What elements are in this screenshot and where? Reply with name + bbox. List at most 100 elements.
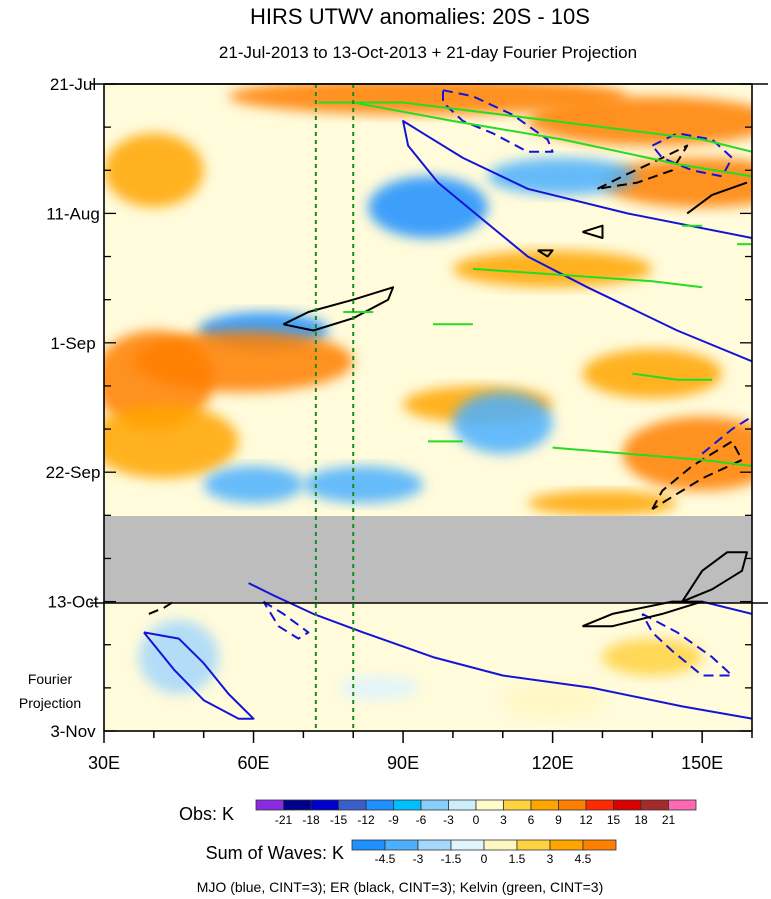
wave-contour: [552, 446, 752, 467]
missing-data-band: [104, 516, 752, 603]
y-tick-label: 3-Nov: [50, 722, 96, 741]
colorbar-swatch: [255, 799, 284, 811]
anomaly-patch: [228, 84, 628, 115]
wave-contour: [442, 89, 554, 153]
colorbar-swatch: [448, 799, 477, 811]
colorbar-swatch: [558, 799, 587, 811]
anomaly-patch: [303, 466, 424, 504]
colorbar-label: 18: [634, 813, 648, 827]
x-tick-label: 90E: [387, 753, 419, 773]
x-tick-label: 120E: [532, 753, 574, 773]
colorbar-label: 6: [528, 813, 535, 827]
anomaly-patch: [104, 404, 239, 479]
y-tick-label: 21-Jul: [50, 75, 96, 94]
wave-contour: [582, 600, 704, 628]
waves-colorbar: -4.5 -3 -1.5 0 1.5 3 4.5: [351, 839, 617, 866]
anomaly-patch: [203, 466, 304, 504]
obs-legend: Obs: K -21 -18 -15 -12 -9 -6 -3 0 3 6 9 12 15 18 21: [179, 799, 697, 827]
y-tick-label: 22-Sep: [46, 463, 101, 482]
y-tick-label: 11-Aug: [46, 204, 100, 223]
wave-contour: [262, 600, 310, 640]
colorbar-swatch: [582, 839, 617, 851]
anomaly-patch: [622, 416, 752, 491]
x-axis: 30E 60E 90E 120E 150E: [88, 731, 753, 773]
colorbar-swatch: [417, 839, 452, 851]
colorbar-swatch: [338, 799, 367, 811]
colorbar-swatch: [365, 799, 394, 811]
colorbar-swatch: [585, 799, 614, 811]
x-tick-label: 30E: [88, 753, 120, 773]
y-axis: 21-Jul 11-Aug 1-Sep 22-Sep 13-Oct 3-Nov: [46, 75, 752, 741]
colorbar-label: -9: [388, 813, 399, 827]
anomaly-patch: [138, 620, 219, 695]
wave-contour: [681, 551, 748, 603]
colorbar-label: -18: [302, 813, 320, 827]
fourier-label-line2: Projection: [19, 695, 81, 711]
obs-legend-title: Obs: K: [179, 804, 234, 824]
anomaly-patch: [104, 133, 204, 208]
colorbar-label: 3: [500, 813, 507, 827]
colorbar-swatch: [516, 839, 551, 851]
anomaly-patch: [602, 638, 703, 676]
wave-contour: [248, 582, 752, 720]
anomaly-patch: [452, 392, 553, 454]
wave-contour: [597, 144, 689, 190]
colorbar-label: -3: [443, 813, 454, 827]
colorbar-label: 21: [662, 813, 676, 827]
colorbar-swatch: [503, 799, 532, 811]
wave-contour: [537, 249, 554, 258]
colorbar-swatch: [310, 799, 339, 811]
anomaly-patch: [104, 330, 214, 430]
colorbar-swatch: [393, 799, 422, 811]
colorbar-swatch: [450, 839, 485, 851]
anomaly-patch: [487, 157, 638, 195]
chart-subtitle: 21-Jul-2013 to 13-Oct-2013 + 21-day Four…: [219, 43, 637, 62]
colorbar-label: -1.5: [441, 852, 462, 866]
colorbar-swatch: [384, 839, 419, 851]
wave-contour: [686, 181, 748, 215]
anomaly-patch: [582, 348, 723, 399]
colorbar-label: -21: [275, 813, 293, 827]
colorbar-swatch: [475, 799, 504, 811]
colorbar-label: -12: [357, 813, 375, 827]
reference-lines: [314, 84, 355, 731]
anomaly-patch: [338, 675, 419, 701]
colorbar-swatch: [483, 839, 518, 851]
wave-contour: [632, 372, 713, 381]
colorbar-swatch: [549, 839, 584, 851]
wave-contour: [353, 101, 752, 178]
wave-contour: [582, 224, 604, 239]
anomaly-field: [104, 84, 752, 719]
obs-colorbar: -21 -18 -15 -12 -9 -6 -3 0 3 6 9 12 15 18 21: [255, 799, 697, 827]
colorbar-swatch: [640, 799, 669, 811]
colorbar-swatch: [420, 799, 449, 811]
colorbar-label: 12: [579, 813, 593, 827]
anomaly-patch: [527, 96, 752, 146]
anomaly-patch: [368, 176, 488, 239]
fourier-label-line1: Fourier: [28, 671, 73, 687]
colorbar-label: 15: [607, 813, 621, 827]
waves-legend: Sum of Waves: K -4.5 -3 -1.5 0 1.5 3 4.5: [206, 839, 617, 866]
x-tick-label: 60E: [238, 753, 270, 773]
chart-title: HIRS UTWV anomalies: 20S - 10S: [250, 4, 590, 29]
colorbar-label: -15: [330, 813, 348, 827]
anomaly-patch: [527, 490, 678, 516]
colorbar-swatch: [530, 799, 559, 811]
anomaly-patch: [502, 681, 603, 719]
wave-contour: [472, 267, 703, 289]
colorbar-label: 1.5: [509, 852, 526, 866]
y-tick-label: 13-Oct: [47, 593, 98, 612]
wave-contour: [318, 101, 752, 153]
colorbar-label: 0: [473, 813, 480, 827]
wave-contour: [143, 631, 255, 720]
x-tick-label: 150E: [681, 753, 723, 773]
plot-area: [90, 83, 768, 732]
wave-contour: [402, 120, 752, 363]
waves-legend-title: Sum of Waves: K: [206, 843, 344, 863]
colorbar-label: -6: [416, 813, 427, 827]
colorbar-label: -3: [413, 852, 424, 866]
colorbar-label: 4.5: [575, 852, 592, 866]
colorbar-label: 9: [555, 813, 562, 827]
wave-contour: [701, 415, 752, 455]
